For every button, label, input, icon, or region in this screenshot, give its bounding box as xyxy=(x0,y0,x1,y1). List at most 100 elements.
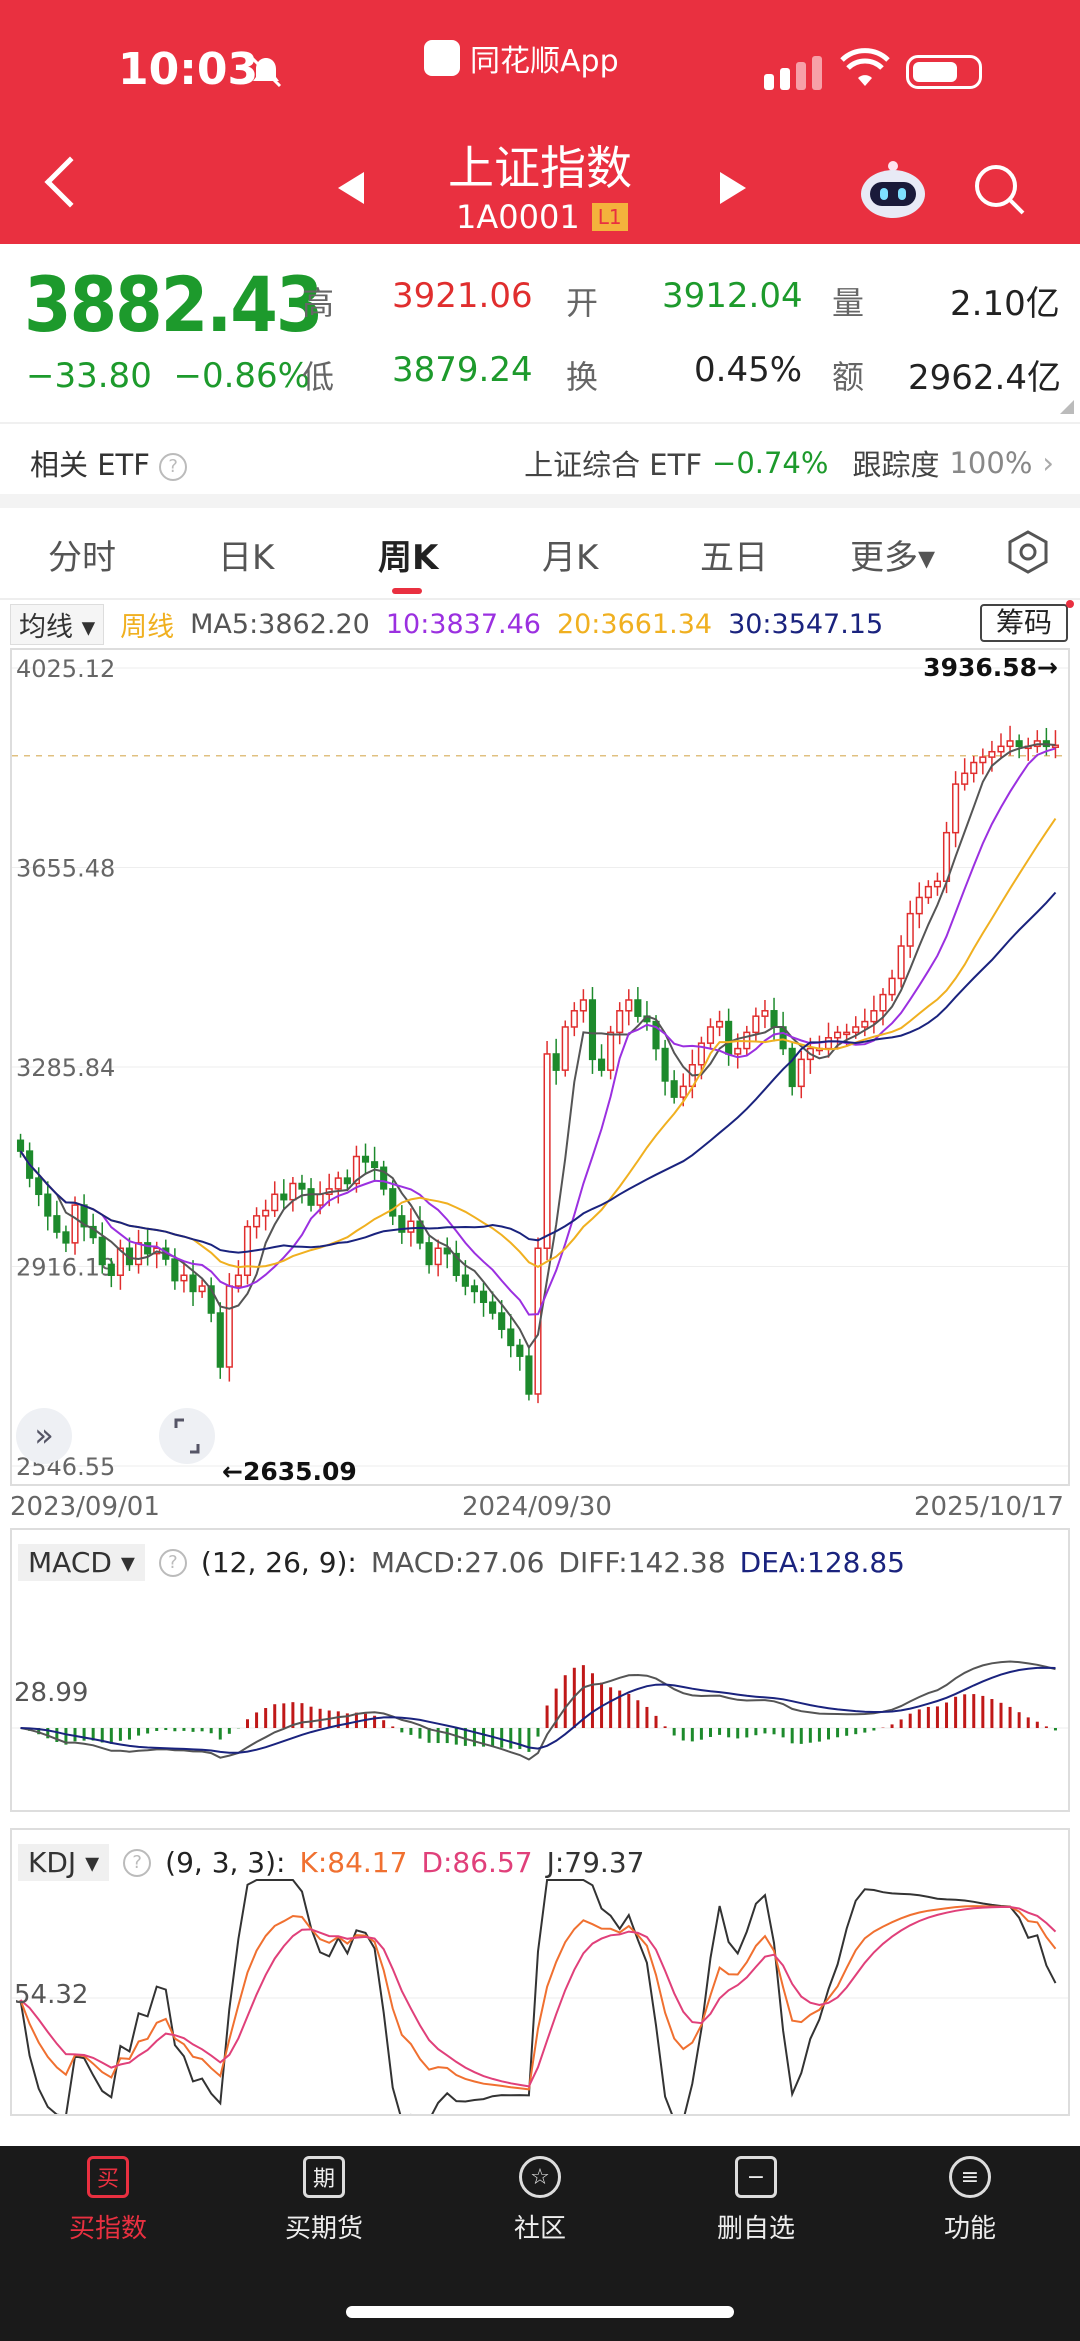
nav-buy-futures[interactable]: 期买期货 xyxy=(254,2156,394,2245)
candle-body xyxy=(298,1182,306,1190)
macd-title: MACD xyxy=(28,1546,112,1579)
y-tick-label: 3655.48 xyxy=(16,854,115,882)
stock-code: 1A0001 L1 xyxy=(456,198,628,236)
candle-body xyxy=(616,1010,624,1034)
candle-body xyxy=(425,1242,433,1266)
candle-body xyxy=(634,999,642,1017)
candle-body xyxy=(498,1312,506,1330)
candle-body xyxy=(552,1053,560,1071)
app-name: 同花顺App xyxy=(470,44,619,79)
menu-icon: ≡ xyxy=(949,2156,991,2198)
home-indicator[interactable] xyxy=(346,2306,734,2318)
tab-weekly[interactable]: 周K xyxy=(378,538,439,578)
candle-body xyxy=(924,885,932,899)
candle-body xyxy=(706,1026,715,1044)
help-icon[interactable]: ? xyxy=(159,453,188,481)
candle-body xyxy=(679,1085,687,1098)
status-time: 10:03 xyxy=(118,44,259,95)
candle-body xyxy=(134,1242,143,1266)
tab-monthly[interactable]: 月K xyxy=(542,538,599,578)
candle-body xyxy=(389,1188,397,1217)
etf-info[interactable]: 上证综合 ETF −0.74% 跟踪度 100% › xyxy=(524,442,1054,484)
candle-body xyxy=(716,1020,724,1028)
candle-body xyxy=(171,1258,179,1282)
remove-watchlist-icon: − xyxy=(735,2156,777,2198)
candle-body xyxy=(89,1225,97,1239)
candle-body xyxy=(207,1285,215,1314)
prev-stock-button[interactable] xyxy=(338,172,364,204)
low-value: 3879.24 xyxy=(392,350,533,390)
kdj-svg xyxy=(12,1879,1068,2122)
candle-body xyxy=(797,1058,805,1088)
tab-intraday[interactable]: 分时 xyxy=(48,538,116,578)
indicator-dropdown[interactable]: 均线 ▾ xyxy=(10,603,105,645)
nav-buy-index[interactable]: 买买指数 xyxy=(38,2156,178,2245)
candle-body xyxy=(697,1042,705,1066)
tab-more[interactable]: 更多▾ xyxy=(850,538,936,578)
kdj-title: KDJ xyxy=(28,1846,77,1879)
candle-body xyxy=(607,1031,615,1071)
ma-legend: 均线 ▾ 周线 MA5:3862.20 10:3837.46 20:3661.3… xyxy=(10,603,884,645)
search-icon[interactable] xyxy=(972,162,1026,216)
candle-body xyxy=(879,993,887,1012)
candle-body xyxy=(253,1215,261,1228)
ma-line-ma5 xyxy=(19,743,1056,1350)
futures-icon: 期 xyxy=(303,2156,345,2198)
candle-body xyxy=(489,1301,497,1314)
battery-icon xyxy=(906,55,982,89)
etf-name: 上证综合 ETF xyxy=(524,448,703,482)
divider xyxy=(0,494,1080,508)
candle-body xyxy=(761,1010,769,1017)
macd-help-icon[interactable]: ? xyxy=(158,1548,187,1577)
notification-dot xyxy=(1066,600,1074,608)
candle-body xyxy=(144,1242,152,1255)
macd-value: MACD:27.06 xyxy=(370,1546,545,1579)
x-tick-start: 2023/09/01 xyxy=(10,1492,160,1522)
candle-body xyxy=(98,1236,106,1266)
chevron-right-icon: › xyxy=(1042,446,1054,480)
diff-value: DIFF:142.38 xyxy=(558,1546,726,1579)
expand-corner-icon[interactable] xyxy=(1060,400,1074,414)
nav-functions[interactable]: ≡ 功能 xyxy=(900,2156,1040,2245)
kdj-help-icon[interactable]: ? xyxy=(123,1848,152,1877)
settings-hexagon-icon[interactable] xyxy=(1006,530,1050,574)
nav-remove-watchlist[interactable]: − 删自选 xyxy=(686,2156,826,2245)
candlestick-chart[interactable]: 4025.12 3655.48 3285.84 2916.19 2546.55 3936.… xyxy=(10,648,1070,1486)
macd-dropdown[interactable]: MACD ▾ xyxy=(18,1544,145,1581)
x-tick-end: 2025/10/17 xyxy=(914,1492,1064,1522)
period-label: 周线 xyxy=(120,611,175,643)
next-stock-button[interactable] xyxy=(720,172,746,204)
signal-icon xyxy=(764,56,822,90)
robot-assistant-icon[interactable] xyxy=(858,160,928,220)
candle-body xyxy=(525,1355,533,1395)
chip-button[interactable]: 筹码 xyxy=(979,604,1068,642)
candle-body xyxy=(625,999,633,1012)
ma10-value: 10:3837.46 xyxy=(385,608,541,640)
candle-body xyxy=(316,1193,324,1206)
ma30-value: 30:3547.15 xyxy=(728,608,884,640)
tab-five-day[interactable]: 五日 xyxy=(700,538,768,578)
candle-body xyxy=(271,1193,279,1212)
candle-body xyxy=(997,745,1005,753)
candle-body xyxy=(734,1047,742,1055)
nav-community[interactable]: ☆ 社区 xyxy=(470,2156,610,2245)
j-value: J:79.37 xyxy=(546,1846,645,1879)
kdj-panel[interactable] xyxy=(10,1828,1070,2122)
tab-daily[interactable]: 日K xyxy=(218,538,275,578)
candle-body xyxy=(398,1215,406,1233)
candle-body xyxy=(434,1247,442,1266)
amount-label: 额 xyxy=(832,358,865,396)
k-value: K:84.17 xyxy=(299,1846,408,1879)
candle-body xyxy=(979,756,987,764)
etf-row[interactable] xyxy=(0,422,1080,494)
y-tick-label: 4025.12 xyxy=(16,655,115,683)
k-line xyxy=(19,1905,1057,2091)
candle-body xyxy=(843,1031,851,1036)
nav-label: 买期货 xyxy=(284,2214,363,2244)
high-value: 3921.06 xyxy=(392,276,533,316)
candle-body xyxy=(371,1161,379,1169)
macd-panel[interactable] xyxy=(10,1528,1070,1812)
kdj-dropdown[interactable]: KDJ ▾ xyxy=(18,1844,110,1881)
candle-body xyxy=(216,1312,224,1368)
